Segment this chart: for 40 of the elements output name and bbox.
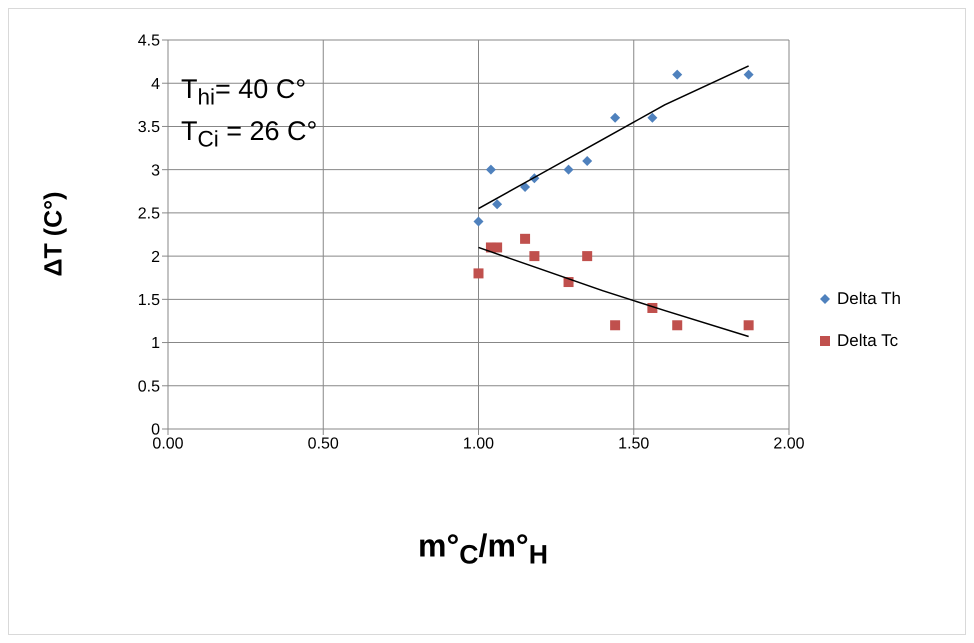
point <box>744 320 754 330</box>
x-tick-label: 1.50 <box>618 435 650 452</box>
y-tick-label: 1 <box>151 335 160 352</box>
legend-label: Delta Th <box>836 289 901 309</box>
annotation: T$_{hi}$= 40 C° <box>181 74 306 110</box>
x-axis-title: m°$_{C}$/m°$_{H}$ <box>418 527 548 571</box>
point <box>672 320 682 330</box>
point <box>474 216 484 227</box>
point <box>610 320 620 330</box>
point <box>582 156 592 166</box>
x-tick-label: 0.50 <box>308 435 339 452</box>
y-tick-label: 4 <box>151 76 160 93</box>
point <box>610 112 620 123</box>
point <box>492 199 502 210</box>
point <box>486 164 496 175</box>
line-series <box>478 65 750 210</box>
point <box>520 234 530 244</box>
annotation: T$_{Ci}$ = 26 C° <box>181 116 318 152</box>
legend-label: Delta Tc <box>836 331 900 351</box>
line-series <box>478 246 750 338</box>
y-tick-label: 2.5 <box>138 206 160 223</box>
y-axis-title: ΔT (C°) <box>40 192 68 276</box>
y-tick-label: 2 <box>151 248 160 266</box>
point <box>474 268 484 278</box>
point <box>520 182 530 192</box>
y-tick-label: 1.5 <box>138 292 160 310</box>
x-tick-label: 2.00 <box>773 435 805 452</box>
x-tick-label: 0.00 <box>152 435 184 452</box>
y-tick-label: 3 <box>151 162 160 180</box>
y-tick-label: 0.5 <box>138 378 160 396</box>
x-tick-label: 1.00 <box>462 435 494 452</box>
y-tick-label: 3.5 <box>138 119 160 136</box>
point <box>564 164 574 175</box>
point <box>744 70 754 80</box>
point <box>492 242 502 252</box>
point <box>582 251 592 262</box>
point <box>529 251 540 262</box>
point <box>647 112 658 123</box>
y-tick-label: 4.5 <box>138 32 160 50</box>
point <box>672 70 682 80</box>
